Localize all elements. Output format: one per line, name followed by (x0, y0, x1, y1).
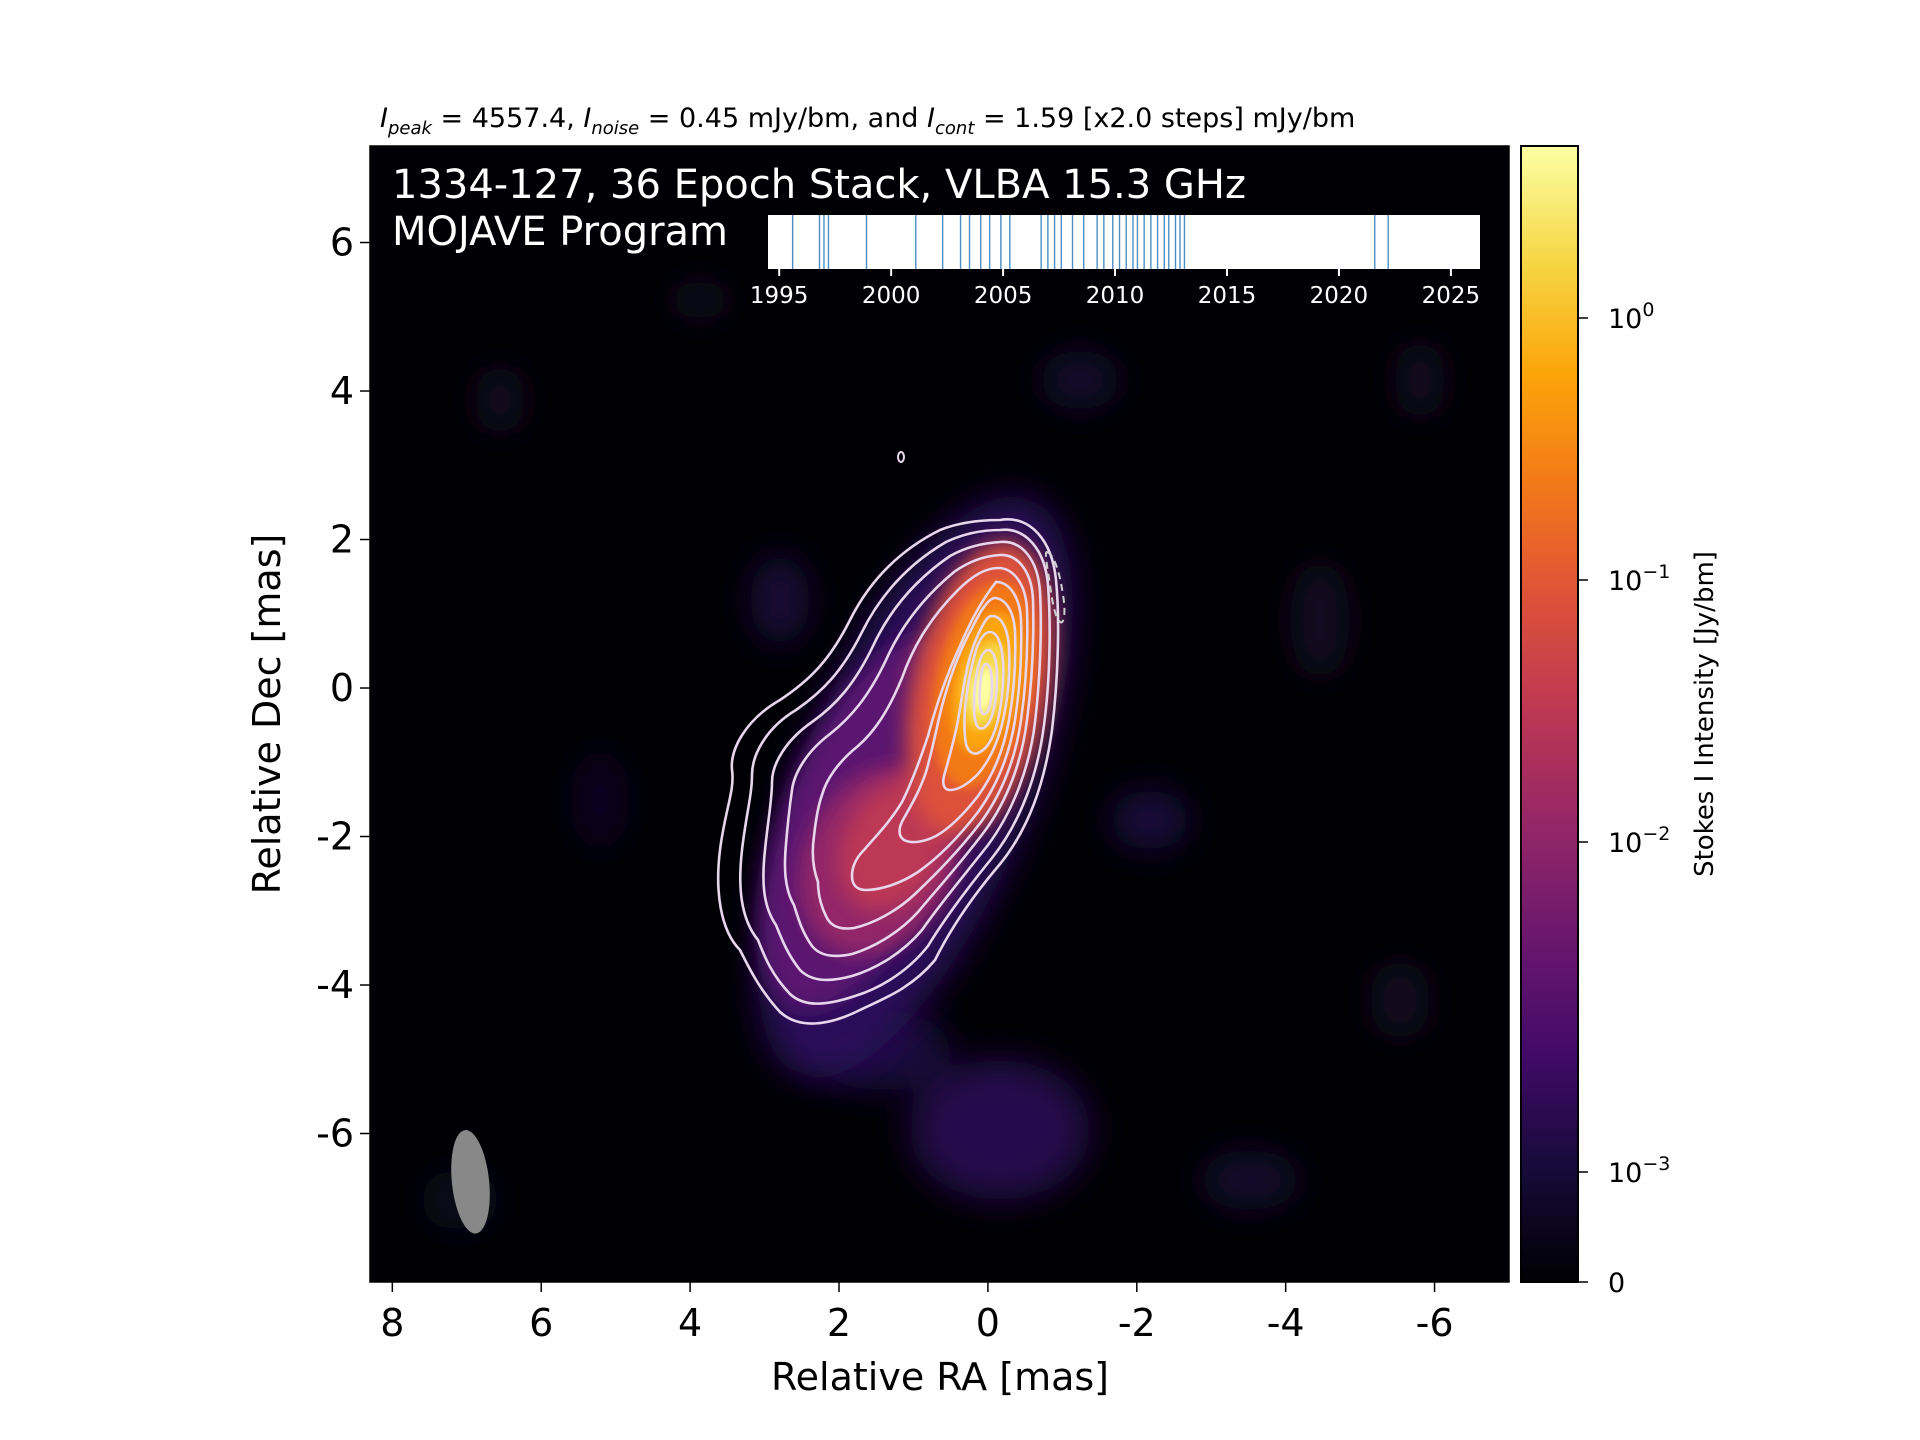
beam-ellipse-group (451, 1130, 490, 1234)
colorbar-tick-label: 10−2 (1608, 823, 1670, 859)
y-tick-label: -4 (316, 963, 354, 1007)
emission-layer (420, 280, 1445, 1234)
plot-frame (369, 145, 1510, 1283)
y-tick-label: 6 (330, 221, 354, 265)
beam-ellipse (451, 1130, 490, 1234)
cont-text: = 1.59 [x2.0 steps] mJy/bm (974, 103, 1355, 134)
timeline-background (768, 215, 1480, 269)
contour-level-1 (716, 518, 1060, 1025)
noise-subscript: noise (591, 118, 639, 139)
noise-symbol: I (583, 103, 591, 134)
header-text: Ipeak = 4557.4, Inoise = 0.45 mJy/bm, an… (380, 103, 1355, 139)
contour-isolated (897, 451, 905, 463)
timeline-tick-label: 2005 (974, 283, 1033, 309)
peak-text: = 4557.4, (432, 103, 583, 134)
x-axis-label: Relative RA [mas] (771, 1355, 1109, 1399)
colorbar-label: Stokes I Intensity [Jy/bm] (1690, 551, 1720, 877)
contour-level-7 (898, 596, 1017, 844)
y-axis: 6 4 2 0 -2 -4 -6 (316, 221, 370, 1156)
contour-level-2 (738, 528, 1051, 1005)
y-tick-label: 2 (330, 518, 354, 562)
negative-contour (1044, 550, 1066, 624)
colorbar-tick-label: 0 (1608, 1268, 1625, 1299)
colorbar-tick-label: 10−3 (1608, 1153, 1670, 1189)
contour-level-9 (963, 630, 1005, 755)
contour-level-6 (850, 580, 1023, 892)
colorbar-tick-label: 10−1 (1608, 561, 1670, 597)
timeline-tick-label: 1995 (750, 283, 809, 309)
image-panel: 1334-127, 36 Epoch Stack, VLBA 15.3 GHz … (369, 145, 1510, 1283)
timeline-ticks: 1995 2000 2005 2010 2015 2020 2025 (750, 269, 1480, 309)
cont-subscript: cont (935, 118, 975, 139)
contour-level-10 (972, 648, 999, 730)
timeline-tick-label: 2000 (862, 283, 921, 309)
x-axis: 8 6 4 2 0 -2 -4 -6 (380, 1282, 1454, 1345)
contour-level-5 (811, 566, 1029, 930)
overlay-title-line2: MOJAVE Program (392, 209, 728, 255)
x-tick-label: -2 (1118, 1301, 1156, 1345)
colorbar-ticks: 100 10−1 10−2 10−3 0 (1578, 299, 1670, 1299)
x-tick-label: 2 (827, 1301, 851, 1345)
y-axis-label: Relative Dec [mas] (245, 534, 289, 895)
noise-text: = 0.45 mJy/bm, and (639, 103, 927, 134)
x-tick-label: 8 (380, 1301, 404, 1345)
colorbar-tick-label: 100 (1608, 299, 1654, 335)
colorbar: 100 10−1 10−2 10−3 0 Stokes I Intensity [Jy/… (1520, 145, 1720, 1299)
contour-set (716, 451, 1066, 1025)
contour-level-4 (783, 553, 1035, 958)
timeline-tick-label: 2010 (1086, 283, 1145, 309)
contour-level-11 (978, 662, 994, 716)
timeline-tick-label: 2025 (1422, 283, 1481, 309)
timeline-epochs (791, 215, 1389, 269)
peak-symbol: I (380, 103, 388, 134)
peak-subscript: peak (387, 118, 434, 139)
x-tick-label: 6 (529, 1301, 553, 1345)
x-tick-label: -6 (1416, 1301, 1454, 1345)
overlay-title-line1: 1334-127, 36 Epoch Stack, VLBA 15.3 GHz (392, 162, 1246, 208)
epoch-timeline: 1995 2000 2005 2010 2015 2020 2025 (750, 215, 1480, 309)
contour-level-3 (762, 540, 1043, 982)
y-tick-label: 0 (330, 666, 354, 710)
timeline-tick-label: 2020 (1310, 283, 1369, 309)
x-tick-label: -4 (1267, 1301, 1305, 1345)
colorbar-body (1520, 145, 1579, 1283)
y-tick-label: -2 (316, 815, 354, 859)
timeline-tick-label: 2015 (1198, 283, 1257, 309)
x-tick-label: 0 (976, 1301, 1000, 1345)
y-tick-label: 4 (330, 369, 354, 413)
y-tick-label: -6 (316, 1112, 354, 1156)
x-tick-label: 4 (678, 1301, 702, 1345)
contour-level-8 (941, 614, 1011, 792)
cont-symbol: I (927, 103, 935, 134)
